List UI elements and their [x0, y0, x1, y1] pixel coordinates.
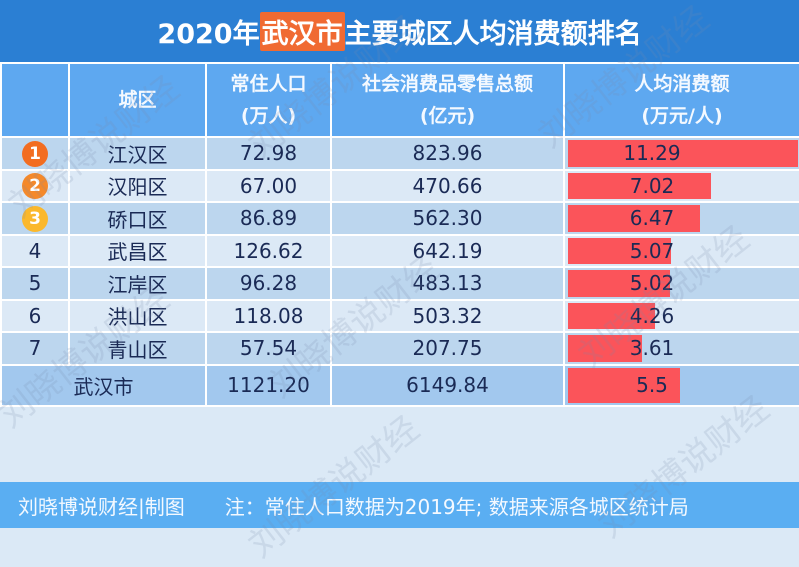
rank-cell: 6 — [0, 298, 70, 333]
total-row: 武汉市 1121.20 6149.84 5.5 — [0, 363, 799, 407]
title-prefix: 2020年 — [157, 18, 260, 50]
rank-cell: 5 — [0, 266, 70, 301]
per-capita-bar — [568, 140, 798, 167]
table-row: 3 硚口区 86.89 562.30 6.47 — [0, 201, 799, 236]
per-capita-value: 6.47 — [629, 206, 675, 231]
district-cell: 汉阳区 — [68, 168, 207, 203]
rank-cell: 1 — [0, 136, 70, 171]
footer: 刘晓博说财经|制图 注：常住人口数据为2019年; 数据来源各城区统计局 — [0, 482, 799, 528]
table-row: 5 江岸区 96.28 483.13 5.02 — [0, 266, 799, 301]
district-cell: 江汉区 — [68, 136, 207, 171]
population-cell: 96.28 — [205, 266, 332, 301]
per-capita-bar — [568, 205, 700, 232]
district-cell: 青山区 — [68, 331, 207, 366]
retail-cell: 823.96 — [330, 136, 565, 171]
district-cell: 硚口区 — [68, 201, 207, 236]
per-capita-value: 5.5 — [636, 373, 668, 397]
footer-note: 注：常住人口数据为2019年; 数据来源各城区统计局 — [224, 494, 689, 519]
total-retail-cell: 6149.84 — [330, 363, 565, 407]
rank-number: 7 — [28, 336, 42, 361]
rank-cell: 4 — [0, 233, 70, 268]
table-row: 2 汉阳区 67.00 470.66 7.02 — [0, 168, 799, 203]
chart-title: 2020年 武汉市 主要城区人均消费额排名 — [0, 0, 799, 62]
per-capita-bar — [568, 237, 671, 264]
rank-badge-icon: 2 — [22, 173, 48, 200]
table-row: 7 青山区 57.54 207.75 3.61 — [0, 331, 799, 366]
total-population-cell: 1121.20 — [205, 363, 332, 407]
per-capita-cell: 5.02 — [563, 266, 799, 301]
per-capita-cell: 7.02 — [563, 168, 799, 203]
per-capita-bar — [568, 172, 711, 199]
title-suffix: 主要城区人均消费额排名 — [344, 18, 642, 50]
population-cell: 67.00 — [205, 168, 332, 203]
per-capita-value: 5.07 — [629, 238, 675, 263]
rank-number: 4 — [28, 238, 42, 263]
title-highlight: 武汉市 — [259, 11, 345, 51]
per-capita-bar — [568, 335, 642, 362]
header-population: 常住人口 (万人) — [205, 62, 332, 138]
per-capita-value: 5.02 — [629, 271, 675, 296]
population-cell: 126.62 — [205, 233, 332, 268]
district-cell: 江岸区 — [68, 266, 207, 301]
per-capita-bar — [568, 270, 670, 297]
per-capita-bar — [568, 302, 655, 329]
ranking-table: 城区 常住人口 (万人) 社会消费品零售总额 (亿元) 人均消费额 (万元/人) 1 … — [0, 62, 799, 407]
total-district-cell: 武汉市 — [0, 363, 207, 407]
retail-cell: 642.19 — [330, 233, 565, 268]
retail-cell: 503.32 — [330, 298, 565, 333]
header-district: 城区 — [68, 62, 207, 138]
district-cell: 洪山区 — [68, 298, 207, 333]
per-capita-value: 11.29 — [623, 141, 681, 166]
rank-cell: 3 — [0, 201, 70, 236]
rank-badge-icon: 1 — [22, 140, 48, 167]
rank-number: 5 — [28, 271, 42, 296]
header-retail: 社会消费品零售总额 (亿元) — [330, 62, 565, 138]
population-cell: 86.89 — [205, 201, 332, 236]
total-per-capita-cell: 5.5 — [563, 363, 799, 407]
table-row: 4 武昌区 126.62 642.19 5.07 — [0, 233, 799, 268]
table-row: 1 江汉区 72.98 823.96 11.29 — [0, 136, 799, 171]
header-per-capita: 人均消费额 (万元/人) — [563, 62, 799, 138]
population-cell: 57.54 — [205, 331, 332, 366]
table-row: 6 洪山区 118.08 503.32 4.26 — [0, 298, 799, 333]
retail-cell: 483.13 — [330, 266, 565, 301]
per-capita-value: 3.61 — [629, 336, 675, 361]
per-capita-value: 7.02 — [629, 173, 675, 198]
retail-cell: 470.66 — [330, 168, 565, 203]
footer-credit: 刘晓博说财经|制图 — [18, 494, 185, 519]
per-capita-cell: 6.47 — [563, 201, 799, 236]
population-cell: 72.98 — [205, 136, 332, 171]
per-capita-cell: 5.07 — [563, 233, 799, 268]
retail-cell: 207.75 — [330, 331, 565, 366]
per-capita-cell: 4.26 — [563, 298, 799, 333]
rank-cell: 7 — [0, 331, 70, 366]
rank-cell: 2 — [0, 168, 70, 203]
retail-cell: 562.30 — [330, 201, 565, 236]
per-capita-cell: 3.61 — [563, 331, 799, 366]
district-cell: 武昌区 — [68, 233, 207, 268]
per-capita-cell: 11.29 — [563, 136, 799, 171]
header-row: 城区 常住人口 (万人) 社会消费品零售总额 (亿元) 人均消费额 (万元/人) — [0, 62, 799, 138]
rank-number: 6 — [28, 303, 42, 328]
population-cell: 118.08 — [205, 298, 332, 333]
per-capita-value: 4.26 — [629, 303, 675, 328]
per-capita-bar — [568, 367, 680, 403]
header-rank — [0, 62, 70, 138]
rank-badge-icon: 3 — [22, 205, 48, 232]
